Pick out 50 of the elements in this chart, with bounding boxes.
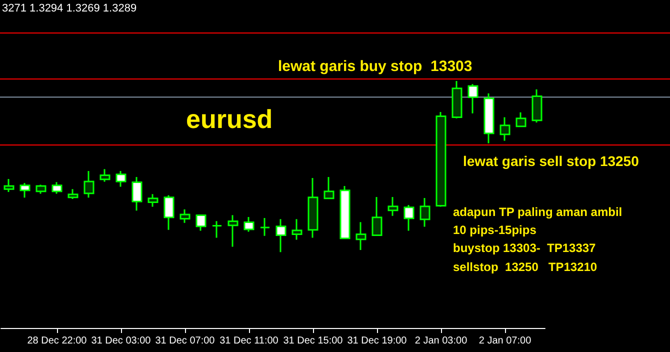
candlestick <box>452 80 462 120</box>
candlestick <box>36 184 46 194</box>
candlestick <box>516 112 526 128</box>
candlestick <box>180 208 190 224</box>
candlestick <box>340 185 350 240</box>
candlestick <box>4 178 14 193</box>
candlestick <box>388 196 398 217</box>
candlestick <box>532 88 542 124</box>
x-tick-label: 2 Jan 07:00 <box>478 336 532 346</box>
candlestick <box>420 197 430 228</box>
candlestick <box>244 216 254 232</box>
candlestick <box>100 168 110 183</box>
candlestick <box>212 220 222 238</box>
candlestick <box>196 214 206 232</box>
x-tick-label: 31 Dec 19:00 <box>347 336 408 346</box>
candlestick <box>500 116 510 142</box>
candlestick <box>308 177 318 238</box>
annotation: eurusd <box>186 104 273 134</box>
x-tick-label: 31 Dec 03:00 <box>91 336 152 346</box>
x-tick-label: 31 Dec 07:00 <box>155 336 216 346</box>
ref-line-label: lewat garis sell stop 13250 <box>463 153 640 170</box>
candlestick <box>68 188 78 200</box>
candlestick <box>292 218 302 241</box>
candlestick <box>228 214 238 248</box>
annotation: buystop 13303- TP13337 <box>453 241 596 255</box>
annotation: adapun TP paling aman ambil <box>453 205 622 219</box>
text: 3271 1.3294 1.3269 1.3289 <box>2 2 137 14</box>
candlestick <box>132 176 142 212</box>
x-tick-label: 31 Dec 15:00 <box>283 336 344 346</box>
candlestick <box>404 204 414 232</box>
candlestick <box>52 181 62 194</box>
candlestick <box>324 176 334 200</box>
candlestick <box>356 221 366 251</box>
candlestick <box>116 170 126 188</box>
x-tick-label: 2 Jan 03:00 <box>414 336 468 346</box>
annotation: 10 pips-15pips <box>453 223 537 237</box>
candlestick <box>436 111 446 208</box>
candlestick <box>372 196 382 236</box>
candlestick <box>484 92 494 144</box>
candlestick <box>276 218 286 253</box>
candlestick <box>20 182 30 198</box>
x-tick-label: 28 Dec 22:00 <box>27 336 88 346</box>
x-tick-label: 31 Dec 11:00 <box>220 336 279 346</box>
candlestick <box>148 193 158 208</box>
ref-line-label: lewat garis buy stop 13303 <box>278 58 472 75</box>
candlestick <box>84 170 94 198</box>
candlestick <box>468 83 478 114</box>
text: sellstop 13250 TP13210 <box>453 260 598 274</box>
candlestick <box>164 194 174 231</box>
candlestick <box>260 217 270 237</box>
